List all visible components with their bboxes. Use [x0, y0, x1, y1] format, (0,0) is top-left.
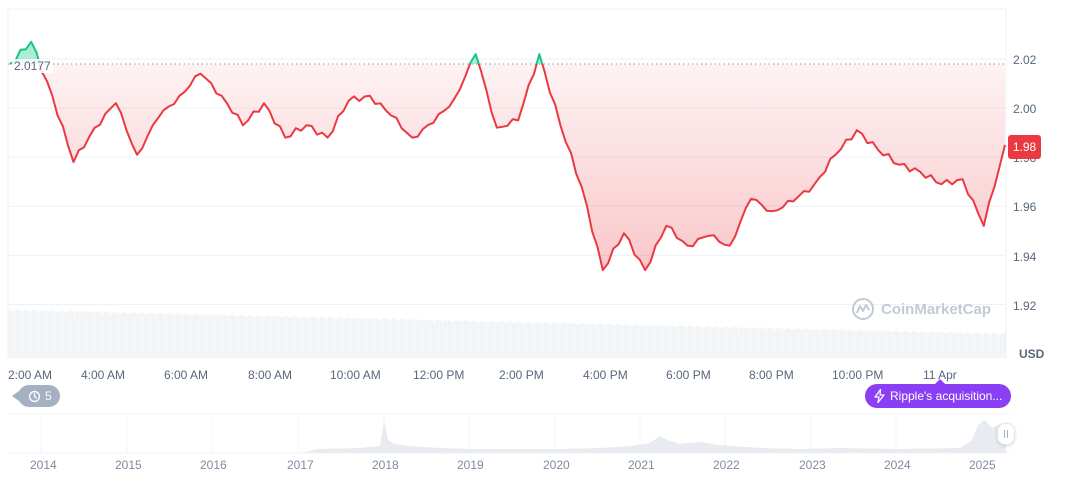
y-tick-1.96: 1.96: [1013, 200, 1037, 214]
y-tick-1.94: 1.94: [1013, 250, 1037, 264]
year-tick: 2018: [372, 458, 399, 472]
below-baseline-fill: [10, 64, 1005, 271]
x-tick: 4:00 AM: [81, 368, 126, 382]
coinmarketcap-watermark: CoinMarketCap: [851, 297, 991, 321]
lightning-icon: [874, 389, 885, 403]
year-tick: 2021: [628, 458, 655, 472]
year-tick: 2024: [884, 458, 911, 472]
x-tick: 4:00 PM: [583, 368, 628, 382]
year-tick: 2020: [543, 458, 570, 472]
year-tick: 2014: [30, 458, 57, 472]
navigator-range-handle[interactable]: [997, 423, 1015, 445]
x-tick: 12:00 PM: [413, 368, 465, 382]
volume-bars: [8, 309, 1006, 358]
year-tick: 2019: [457, 458, 484, 472]
x-tick: 11 Apr: [923, 368, 957, 382]
x-tick: 8:00 AM: [248, 368, 293, 382]
navigator-area: [8, 420, 1006, 453]
year-tick: 2015: [115, 458, 142, 472]
currency-label: USD: [1019, 347, 1045, 361]
coinmarketcap-logo-icon: [852, 298, 874, 320]
x-tick: 8:00 PM: [749, 368, 794, 382]
year-tick: 2017: [287, 458, 314, 472]
event-label: Ripple's acquisition...: [890, 389, 1003, 403]
x-tick: 2:00 AM: [8, 368, 53, 382]
year-tick: 2016: [200, 458, 227, 472]
year-tick: 2022: [713, 458, 740, 472]
year-tick: 2025: [969, 458, 996, 472]
x-tick: 10:00 AM: [330, 368, 381, 382]
x-tick: 6:00 AM: [164, 368, 209, 382]
watermark-text: CoinMarketCap: [881, 300, 992, 318]
history-events-badge[interactable]: 5: [12, 385, 60, 407]
y-tick-1.92: 1.92: [1013, 299, 1037, 313]
x-tick: 6:00 PM: [666, 368, 711, 382]
year-tick: 2023: [799, 458, 826, 472]
navigator-grid: [40, 414, 983, 453]
event-news-badge[interactable]: Ripple's acquisition...: [865, 379, 1012, 408]
y-tick-2.02: 2.02: [1013, 53, 1037, 67]
baseline-value-label: 2.0177: [12, 59, 53, 73]
y-tick-2.00: 2.00: [1013, 102, 1037, 116]
x-tick: 10:00 PM: [832, 368, 884, 382]
history-count: 5: [45, 389, 52, 403]
price-line-down: [10, 64, 1006, 272]
history-icon: [28, 390, 41, 402]
x-tick: 2:00 PM: [499, 368, 544, 382]
current-price-badge: 1.98: [1008, 135, 1041, 159]
